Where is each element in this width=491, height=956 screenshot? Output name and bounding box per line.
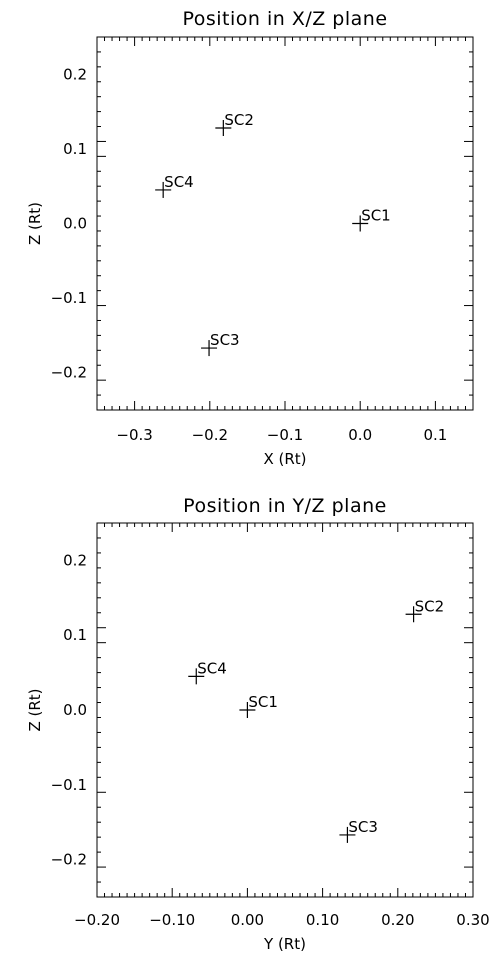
x-tick-label: −0.20 — [74, 911, 120, 929]
plot-frame — [96, 522, 474, 898]
x-tick-label: 0.10 — [306, 911, 339, 929]
point-label: SC3 — [348, 818, 378, 836]
x-tick-label: 0.20 — [381, 911, 414, 929]
y-tick-label: 0.2 — [63, 551, 87, 569]
y-tick-label: −0.2 — [51, 851, 87, 869]
point-label: SC1 — [361, 207, 391, 225]
chart-title: Position in X/Z plane — [182, 8, 387, 30]
data-point-sc1: SC1 — [352, 207, 391, 232]
xz-plot-panel: −0.3 −0.2 −0.1 0.0 0.1 0.2 0.1 0.0 −0.1 −0.2 Posit… — [26, 8, 474, 468]
point-label: SC3 — [210, 331, 240, 349]
y-axis-label: Z (Rt) — [26, 202, 44, 245]
y-tick-label: 0.2 — [63, 65, 87, 83]
y-tick-label: −0.1 — [51, 776, 87, 794]
y-tick-label: −0.1 — [51, 289, 87, 307]
x-tick-label: 0.00 — [231, 911, 264, 929]
x-tick-label: −0.10 — [149, 911, 195, 929]
point-label: SC1 — [248, 693, 278, 711]
x-axis-label: Y (Rt) — [263, 935, 306, 953]
x-tick-label: 0.30 — [456, 911, 489, 929]
yz-plot-panel: −0.20 −0.10 0.00 0.10 0.20 0.30 0.2 0.1 0.0 −0.1 −… — [26, 495, 490, 953]
y-tick-label: 0.1 — [63, 140, 87, 158]
x-tick-label: −0.3 — [116, 426, 152, 444]
x-tick-label: −0.1 — [267, 426, 303, 444]
data-point-sc2: SC2 — [405, 597, 445, 623]
point-label: SC2 — [415, 597, 445, 615]
data-point-sc3: SC3 — [201, 331, 240, 357]
data-point-sc2: SC2 — [215, 111, 254, 137]
y-tick-label: 0.1 — [63, 626, 87, 644]
x-tick-label: 0.0 — [348, 426, 372, 444]
x-tick-label: −0.2 — [192, 426, 228, 444]
data-point-sc4: SC4 — [155, 173, 194, 198]
data-point-sc3: SC3 — [339, 818, 378, 843]
data-point-sc1: SC1 — [239, 693, 278, 718]
chart-title: Position in Y/Z plane — [183, 495, 387, 517]
y-tick-label: −0.2 — [51, 364, 87, 382]
point-label: SC4 — [164, 173, 194, 191]
y-axis-label: Z (Rt) — [26, 688, 44, 731]
x-tick-label: 0.1 — [423, 426, 447, 444]
point-label: SC2 — [224, 111, 254, 129]
y-tick-label: 0.0 — [63, 215, 87, 233]
plot-frame — [96, 36, 474, 411]
x-axis-label: X (Rt) — [263, 450, 306, 468]
y-tick-label: 0.0 — [63, 701, 87, 719]
data-point-sc4: SC4 — [188, 659, 227, 685]
point-label: SC4 — [197, 659, 227, 677]
